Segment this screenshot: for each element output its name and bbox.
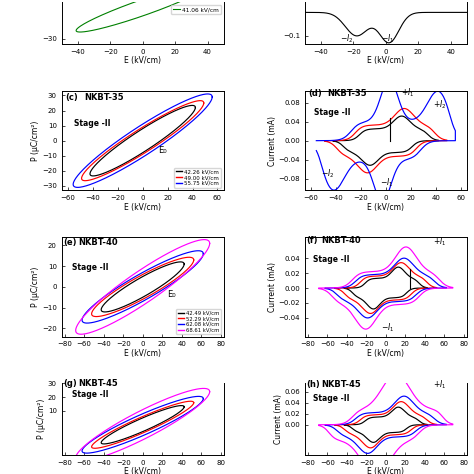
Text: (h): (h)	[307, 380, 320, 389]
Y-axis label: P (μC/cm²): P (μC/cm²)	[37, 399, 46, 439]
Text: (d): (d)	[309, 89, 322, 98]
X-axis label: E (kV/cm): E (kV/cm)	[367, 349, 404, 358]
Legend: 42.49 kV/cm, 52.29 kV/cm, 62.08 kV/cm, 68.61 kV/cm: 42.49 kV/cm, 52.29 kV/cm, 62.08 kV/cm, 6…	[176, 309, 221, 334]
Text: E₀: E₀	[158, 146, 166, 155]
X-axis label: E (kV/cm): E (kV/cm)	[367, 202, 404, 211]
Text: Stage -II: Stage -II	[312, 393, 349, 402]
Text: $-I_1$: $-I_1$	[381, 33, 394, 46]
Text: Stage -II: Stage -II	[312, 255, 349, 264]
Y-axis label: Current (mA): Current (mA)	[268, 262, 277, 312]
Text: $+I_1$: $+I_1$	[433, 378, 446, 391]
Y-axis label: P (μC/cm²): P (μC/cm²)	[31, 120, 40, 161]
Text: NKBT-35: NKBT-35	[84, 93, 124, 102]
X-axis label: E (kV/cm): E (kV/cm)	[124, 202, 161, 211]
Text: $-I_1$: $-I_1$	[381, 322, 394, 334]
Text: (e): (e)	[64, 238, 77, 247]
Text: NKBT-45: NKBT-45	[78, 379, 118, 388]
X-axis label: E (kV/cm): E (kV/cm)	[367, 467, 404, 474]
Text: Stage -II: Stage -II	[73, 390, 109, 399]
X-axis label: E (kV/cm): E (kV/cm)	[124, 349, 161, 358]
Text: (f): (f)	[307, 236, 318, 245]
Y-axis label: Current (mA): Current (mA)	[274, 394, 283, 444]
Legend: 42.26 kV/cm, 49.00 kV/cm, 55.75 kV/cm: 42.26 kV/cm, 49.00 kV/cm, 55.75 kV/cm	[174, 168, 221, 188]
Text: (c): (c)	[65, 93, 78, 102]
Text: $-I_2$: $-I_2$	[340, 33, 354, 46]
X-axis label: E (kV/cm): E (kV/cm)	[367, 56, 404, 65]
Text: (g): (g)	[64, 379, 77, 388]
Text: $-I_1$: $-I_1$	[380, 177, 393, 189]
Text: NKBT-35: NKBT-35	[327, 89, 367, 98]
Y-axis label: P (μC/cm²): P (μC/cm²)	[31, 267, 40, 307]
Text: NKBT-45: NKBT-45	[321, 380, 361, 389]
Y-axis label: Current (mA): Current (mA)	[268, 116, 277, 166]
Text: E₀: E₀	[167, 290, 176, 299]
Text: Stage -II: Stage -II	[74, 118, 110, 128]
Text: $+I_2$: $+I_2$	[433, 99, 447, 111]
Legend: 41.06 kV/cm: 41.06 kV/cm	[171, 5, 221, 14]
Text: $+I_1$: $+I_1$	[401, 87, 414, 99]
Text: Stage -II: Stage -II	[73, 264, 109, 273]
Text: Stage -II: Stage -II	[313, 108, 350, 117]
Text: NKBT-40: NKBT-40	[321, 236, 361, 245]
X-axis label: E (kV/cm): E (kV/cm)	[124, 467, 161, 474]
X-axis label: E (kV/cm): E (kV/cm)	[124, 56, 161, 65]
Text: $+I_1$: $+I_1$	[433, 236, 446, 248]
Text: NKBT-40: NKBT-40	[78, 238, 118, 247]
Text: $-I_2$: $-I_2$	[321, 167, 335, 180]
